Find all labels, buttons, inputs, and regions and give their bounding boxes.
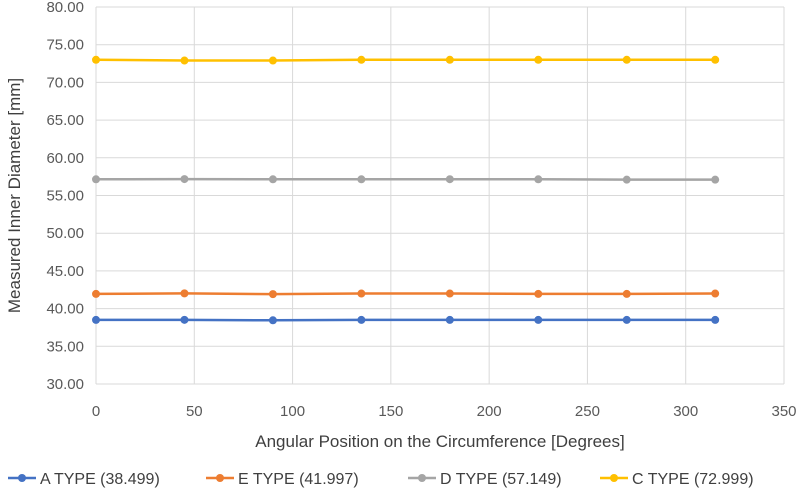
y-tick-label: 50.00 xyxy=(46,225,84,242)
legend-marker xyxy=(18,474,26,482)
series-line xyxy=(95,292,716,296)
data-point xyxy=(268,175,277,184)
y-tick-label: 75.00 xyxy=(46,37,84,54)
data-point xyxy=(445,289,454,298)
legend-label: E TYPE (41.997) xyxy=(238,471,359,488)
x-axis-title: Angular Position on the Circumference [D… xyxy=(255,432,624,451)
x-tick-label: 0 xyxy=(92,403,100,420)
data-point xyxy=(622,315,631,324)
y-tick-label: 70.00 xyxy=(46,74,84,91)
data-point xyxy=(445,55,454,64)
data-point xyxy=(534,175,543,184)
series-line xyxy=(95,58,716,62)
legend-item: D TYPE (57.149) xyxy=(408,471,562,488)
data-point xyxy=(180,315,189,324)
data-point xyxy=(268,56,277,65)
data-point xyxy=(711,289,720,298)
x-tick-label: 350 xyxy=(771,403,796,420)
y-tick-label: 30.00 xyxy=(46,376,84,393)
y-tick-label: 60.00 xyxy=(46,150,84,167)
data-point xyxy=(711,175,720,184)
data-point xyxy=(92,175,100,184)
legend-item: A TYPE (38.499) xyxy=(8,471,160,488)
y-tick-label: 35.00 xyxy=(46,338,84,355)
legend-marker xyxy=(610,474,618,482)
legend-item: E TYPE (41.997) xyxy=(206,471,359,488)
legend-marker xyxy=(418,474,426,482)
data-point xyxy=(445,315,454,324)
legend-marker xyxy=(216,474,224,482)
data-point xyxy=(622,175,631,184)
data-point xyxy=(92,55,100,64)
series-1 xyxy=(92,289,720,299)
x-tick-label: 100 xyxy=(280,403,305,420)
grid-lines xyxy=(95,6,785,385)
x-tick-label: 50 xyxy=(186,403,203,420)
data-point xyxy=(357,315,366,324)
x-tick-label: 150 xyxy=(378,403,403,420)
data-point xyxy=(534,315,543,324)
data-point xyxy=(180,289,189,298)
data-point xyxy=(92,315,100,324)
legend: A TYPE (38.499) E TYPE (41.997) D TYPE (57… xyxy=(8,471,754,488)
data-point xyxy=(180,56,189,65)
x-tick-label: 250 xyxy=(575,403,600,420)
y-tick-label: 55.00 xyxy=(46,188,84,205)
data-point xyxy=(534,289,543,298)
legend-label: C TYPE (72.999) xyxy=(632,471,754,488)
data-point xyxy=(357,289,366,298)
legend-label: D TYPE (57.149) xyxy=(440,471,562,488)
y-axis-title: Measured Inner Diameter [mm] xyxy=(5,78,24,313)
legend-item: C TYPE (72.999) xyxy=(600,471,754,488)
series-0 xyxy=(92,315,720,325)
data-point xyxy=(268,316,277,325)
data-point xyxy=(268,290,277,299)
x-tick-label: 200 xyxy=(477,403,502,420)
series-layer xyxy=(92,55,720,325)
y-tick-label: 45.00 xyxy=(46,263,84,280)
series-line xyxy=(95,177,716,181)
data-point xyxy=(445,175,454,184)
data-point xyxy=(92,289,100,298)
legend-label: A TYPE (38.499) xyxy=(40,471,160,488)
y-tick-label: 65.00 xyxy=(46,112,84,129)
data-point xyxy=(711,55,720,64)
y-tick-label: 40.00 xyxy=(46,301,84,318)
data-point xyxy=(622,289,631,298)
series-3 xyxy=(92,55,720,65)
data-point xyxy=(357,55,366,64)
x-tick-label: 300 xyxy=(673,403,698,420)
series-2 xyxy=(92,175,720,184)
data-point xyxy=(534,55,543,64)
y-tick-label: 80.00 xyxy=(46,0,84,16)
x-axis-ticks: 0 50 100 150 200 250 300 350 xyxy=(92,403,797,420)
y-axis-ticks: 30.00 35.00 40.00 45.00 50.00 55.00 60.00 65.00… xyxy=(46,0,84,393)
data-point xyxy=(180,175,189,184)
data-point xyxy=(711,315,720,324)
data-point xyxy=(622,55,631,64)
data-point xyxy=(357,175,366,184)
